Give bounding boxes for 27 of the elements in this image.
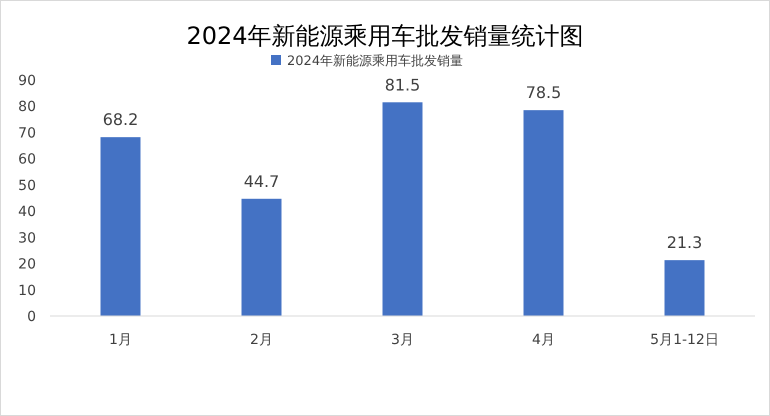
x-tick-label: 2月: [250, 332, 273, 348]
y-tick-label: 60: [18, 152, 36, 168]
y-tick-label: 40: [18, 204, 36, 220]
x-tick-label: 1月: [109, 332, 132, 348]
data-label: 21.3: [666, 233, 702, 252]
data-label: 81.5: [384, 75, 420, 94]
data-label: 78.5: [526, 83, 562, 102]
data-label: 68.2: [102, 110, 138, 130]
bar: [382, 102, 422, 316]
y-tick-label: 70: [18, 125, 36, 142]
legend-label: 2024年新能源乘用车批发销量: [287, 54, 464, 69]
bar: [242, 198, 282, 316]
y-tick-label: 10: [18, 282, 36, 299]
bar: [524, 110, 564, 316]
y-tick-label: 80: [18, 99, 36, 116]
y-tick-label: 30: [18, 230, 36, 246]
x-tick-label: 5月1-12日: [650, 332, 719, 348]
data-label: 44.7: [244, 172, 280, 191]
chart-title: 2024年新能源乘用车批发销量统计图: [186, 22, 584, 50]
bar: [664, 260, 704, 316]
y-tick-label: 0: [27, 309, 36, 325]
x-tick-label: 4月: [532, 332, 555, 348]
y-tick-label: 20: [18, 256, 36, 273]
x-tick-label: 3月: [391, 332, 414, 348]
bar: [100, 137, 140, 316]
y-tick-label: 50: [18, 178, 36, 194]
y-tick-label: 90: [18, 73, 36, 89]
